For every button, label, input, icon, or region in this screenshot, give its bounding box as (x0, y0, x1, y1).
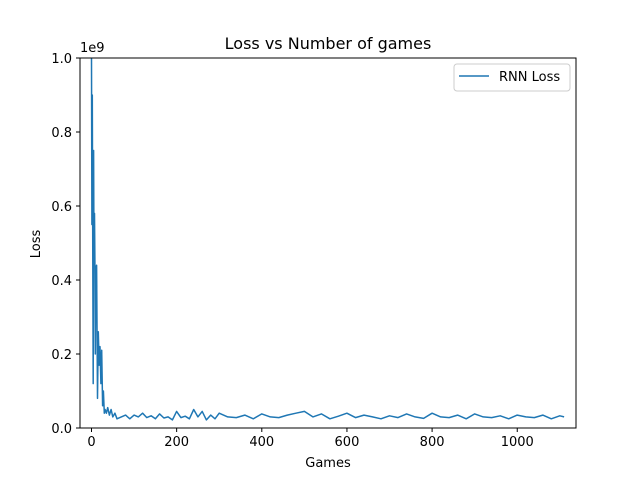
x-tick-label: 1000 (501, 435, 534, 450)
y-tick-label: 0.6 (51, 200, 72, 215)
legend: RNN Loss (453, 63, 571, 92)
x-tick-label: 0 (87, 435, 95, 450)
series-line-rnn-loss (90, 57, 565, 421)
y-tick-label: 0.2 (51, 348, 72, 363)
x-axis-ticks: 0 200 400 600 800 1000 (87, 428, 534, 450)
y-tick-label: 0.0 (51, 422, 72, 437)
y-axis-ticks: 0.0 0.2 0.4 0.6 0.8 1.0 (51, 52, 80, 437)
plot-area (79, 57, 577, 429)
y-axis-label: Loss (29, 230, 44, 259)
x-tick-label: 400 (249, 435, 274, 450)
x-tick-label: 200 (164, 435, 189, 450)
x-axis-label: Games (305, 456, 351, 471)
x-tick-label: 800 (420, 435, 445, 450)
legend-label-rnn-loss: RNN Loss (499, 70, 560, 85)
legend-box (453, 63, 571, 92)
y-tick-label: 1.0 (51, 52, 72, 67)
x-tick-label: 600 (335, 435, 360, 450)
axes-frame (79, 57, 577, 429)
y-tick-label: 0.4 (51, 274, 72, 289)
chart-title: Loss vs Number of games (225, 34, 432, 53)
y-tick-label: 0.8 (51, 126, 72, 141)
y-scale-multiplier: 1e9 (80, 41, 105, 56)
